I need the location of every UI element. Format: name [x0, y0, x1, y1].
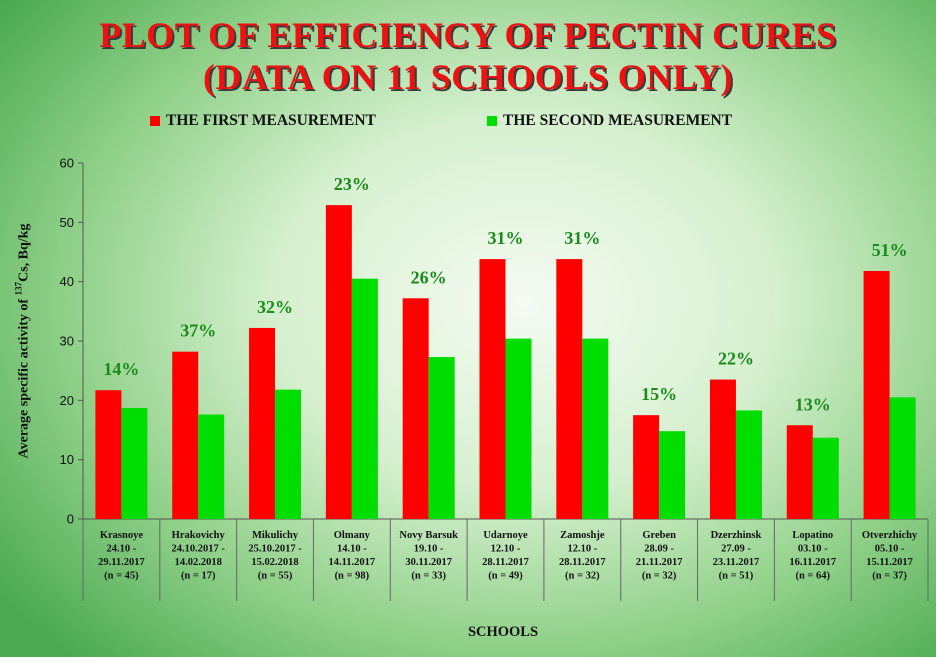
category-label-line: 15.11.2017 — [866, 557, 913, 568]
bar-second-measurement — [428, 357, 455, 519]
category-label-line: (n = 51) — [719, 571, 754, 582]
y-tick-label: 60 — [60, 156, 74, 171]
bar-first-measurement — [786, 425, 813, 519]
bar-first-measurement — [402, 298, 429, 519]
legend-item-first: THE FIRST MEASUREMENT — [150, 112, 376, 130]
category-label-line: 27.09 - — [721, 544, 751, 555]
category-label-line: (n = 45) — [104, 571, 139, 582]
category-label-line: 14.02.2018 — [175, 557, 222, 568]
bar-second-measurement — [505, 338, 532, 519]
bar-second-measurement — [735, 410, 762, 519]
legend-item-second: THE SECOND MEASUREMENT — [487, 112, 732, 130]
bar-second-measurement — [889, 397, 916, 519]
bar-second-measurement — [121, 408, 148, 519]
category-label-line: (n = 64) — [795, 571, 830, 582]
bar-first-measurement — [709, 379, 736, 519]
bar-second-measurement — [582, 338, 609, 519]
bar-first-measurement — [249, 327, 276, 519]
category-label-line: 24.10 - — [107, 544, 137, 555]
category-label-line: Lopatino — [792, 530, 833, 541]
y-tick-label: 10 — [60, 452, 74, 467]
category-label-line: 15.02.2018 — [251, 557, 298, 568]
category-label-line: 05.10 - — [875, 544, 905, 555]
legend-swatch-second — [487, 116, 497, 126]
legend-swatch-first — [150, 116, 160, 126]
category-label-line: Hrakovichy — [172, 530, 226, 541]
legend-label-second: THE SECOND MEASUREMENT — [503, 112, 733, 129]
category-label-line: 29.11.2017 — [98, 557, 145, 568]
y-tick-label: 20 — [60, 393, 74, 408]
category-label-line: 19.10 - — [414, 544, 444, 555]
bar-second-measurement — [198, 414, 225, 519]
y-tick-label: 50 — [60, 215, 74, 230]
category-label-line: 28.09 - — [644, 544, 674, 555]
chart-title-line-2: (DATA ON 11 SCHOOLS ONLY) — [203, 57, 733, 97]
efficiency-percent-label: 26% — [411, 267, 447, 287]
category-label-line: 12.10 - — [567, 544, 597, 555]
category-label-line: Dzerzhinsk — [711, 530, 762, 541]
category-label-line: 28.11.2017 — [482, 557, 529, 568]
category-label-line: 21.11.2017 — [636, 557, 683, 568]
category-label-line: 16.11.2017 — [789, 557, 836, 568]
x-axis-label: SCHOOLS — [467, 624, 539, 640]
legend-label-first: THE FIRST MEASUREMENT — [166, 112, 376, 129]
bar-second-measurement — [275, 389, 302, 519]
bar-first-measurement — [172, 351, 199, 519]
category-label-line: 14.11.2017 — [329, 557, 376, 568]
category-label-line: (n = 32) — [642, 571, 677, 582]
category-label-line: Otverzhichy — [862, 530, 918, 541]
category-label-line: Olmany — [334, 530, 371, 541]
category-label-line: (n = 32) — [565, 571, 600, 582]
bar-second-measurement — [659, 431, 686, 519]
category-label-line: 28.11.2017 — [559, 557, 606, 568]
category-label-line: Greben — [642, 530, 676, 541]
category-label-line: 30.11.2017 — [405, 557, 452, 568]
category-label-line: 24.10.2017 - — [172, 544, 226, 555]
bar-second-measurement — [812, 437, 839, 519]
category-label-line: Mikulichy — [252, 530, 299, 541]
category-label-line: (n = 17) — [181, 571, 216, 582]
category-label-line: (n = 37) — [872, 571, 907, 582]
bar-first-measurement — [556, 259, 583, 519]
category-label-line: Udarnoye — [483, 530, 528, 541]
efficiency-percent-label: 51% — [872, 240, 908, 260]
category-label-line: 03.10 - — [798, 544, 828, 555]
category-label-line: Zamoshje — [560, 530, 605, 541]
efficiency-percent-label: 14% — [103, 359, 139, 379]
efficiency-percent-label: 15% — [641, 384, 677, 404]
efficiency-percent-label: 31% — [488, 228, 524, 248]
efficiency-percent-label: 32% — [257, 297, 293, 317]
efficiency-percent-label: 23% — [334, 174, 370, 194]
bar-first-measurement — [863, 270, 890, 519]
category-label-line: 23.11.2017 — [713, 557, 760, 568]
bar-first-measurement — [325, 205, 352, 520]
category-label-line: (n = 49) — [488, 571, 523, 582]
category-label-line: 12.10 - — [491, 544, 521, 555]
category-label-line: 25.10.2017 - — [248, 544, 302, 555]
category-label-line: (n = 33) — [411, 571, 446, 582]
efficiency-percent-label: 13% — [795, 394, 831, 414]
bar-first-measurement — [95, 390, 122, 519]
efficiency-percent-label: 22% — [718, 349, 754, 369]
category-label-line: (n = 55) — [258, 571, 293, 582]
y-tick-label: 0 — [67, 512, 74, 527]
bar-first-measurement — [633, 415, 660, 519]
efficiency-percent-label: 31% — [564, 228, 600, 248]
category-label-line: Krasnoye — [100, 530, 144, 541]
category-label-line: Novy Barsuk — [399, 530, 458, 541]
efficiency-percent-label: 37% — [180, 321, 216, 341]
chart-title-line-1: PLOT OF EFFICIENCY OF PECTIN CURES — [99, 15, 837, 55]
y-tick-label: 30 — [60, 334, 74, 349]
category-label-line: 14.10 - — [337, 544, 367, 555]
bar-first-measurement — [479, 259, 506, 519]
category-label-line: (n = 98) — [335, 571, 370, 582]
bar-second-measurement — [351, 278, 378, 519]
y-tick-label: 40 — [60, 274, 74, 289]
